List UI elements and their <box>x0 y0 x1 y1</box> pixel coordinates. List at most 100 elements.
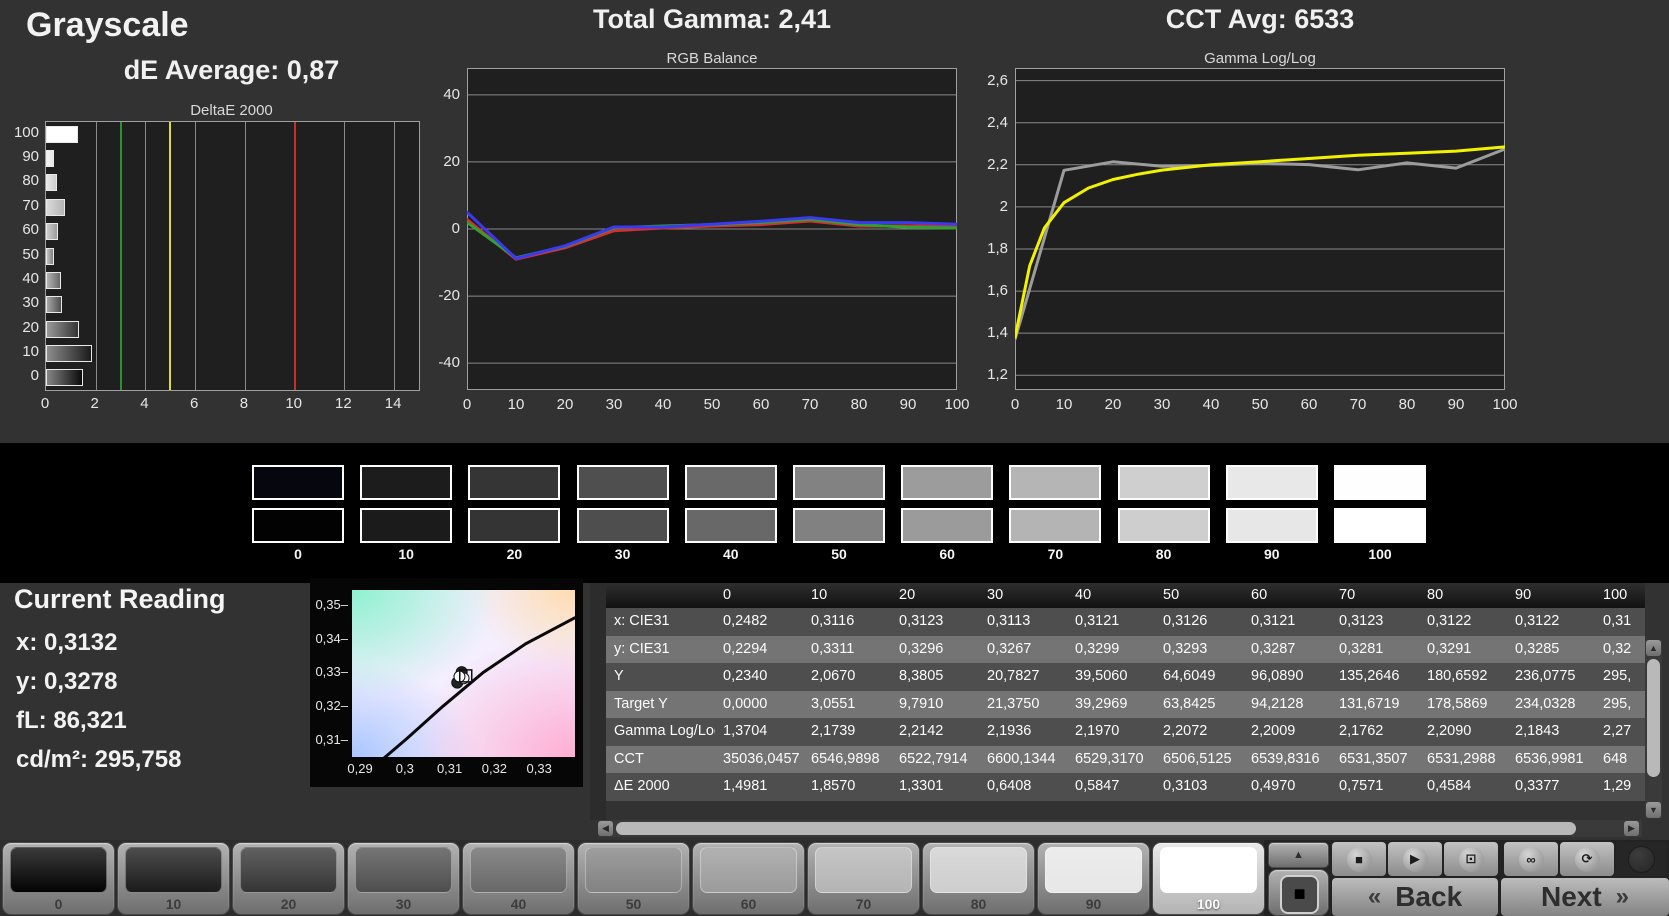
pattern-swatch <box>1045 847 1142 893</box>
deltae-bar <box>46 247 54 265</box>
x-tick-label: 50 <box>703 396 721 413</box>
pattern-button-50[interactable]: 50 <box>577 842 690 915</box>
table-cell: 0,3377 <box>1515 778 1560 794</box>
target-patch-30 <box>576 508 669 543</box>
target-patch-70 <box>1009 508 1102 543</box>
stop-button[interactable]: ■ <box>1332 842 1386 876</box>
horizontal-scroll-thumb[interactable] <box>616 822 1576 835</box>
deltae-category-label: 30 <box>22 294 39 312</box>
gridline <box>344 122 346 390</box>
table-cell: 1,8570 <box>811 778 856 794</box>
pattern-button-100[interactable]: 100 <box>1152 842 1265 915</box>
deltae-category-label: 100 <box>13 123 39 141</box>
pattern-button-0[interactable]: 0 <box>2 842 115 915</box>
reading-cdm2-value: cd/m²: 295,758 <box>16 746 182 773</box>
y-tick-label: 1,4 <box>987 324 1008 342</box>
actual-patch-30 <box>576 465 669 500</box>
continuous-icon: ∞ <box>1518 846 1544 872</box>
y-tick-label: -40 <box>438 354 460 372</box>
frame-step-button[interactable]: ⊡ <box>1444 842 1498 876</box>
pattern-control-strip: ▲ ■ « Back Next » 0 10 20 30 40 50 60 70 80 90 100… <box>0 840 1669 916</box>
table-cell: 0,3126 <box>1163 613 1208 629</box>
pattern-button-40[interactable]: 40 <box>462 842 575 915</box>
pattern-button-60[interactable]: 60 <box>692 842 805 915</box>
table-cell: 6600,1344 <box>987 750 1056 767</box>
x-tick-label: 0 <box>462 396 472 413</box>
x-tick-label: 90 <box>899 396 917 413</box>
record-button[interactable] <box>1616 842 1667 876</box>
table-header-cell: 10 <box>811 587 828 603</box>
table-cell: 0,3293 <box>1163 640 1208 657</box>
pattern-button-90[interactable]: 90 <box>1037 842 1150 915</box>
table-cell: 0,3287 <box>1251 640 1296 657</box>
scroll-left-icon[interactable]: ◀ <box>598 821 613 836</box>
patch-level-label: 30 <box>614 546 631 562</box>
cct-avg-readout: CCT Avg: 6533 <box>1165 4 1355 34</box>
vertical-scroll-thumb[interactable] <box>1647 659 1660 777</box>
table-header-cell: 0 <box>723 587 732 603</box>
scroll-right-icon[interactable]: ▶ <box>1624 821 1639 836</box>
pattern-button-80[interactable]: 80 <box>922 842 1035 915</box>
table-cell: 94,2128 <box>1251 695 1304 712</box>
deltae-category-label: 40 <box>22 269 39 287</box>
deltae-chart-title: DeltaE 2000 <box>190 102 273 119</box>
deltae-bar <box>46 320 80 338</box>
table-row-label: y: CIE31 <box>614 640 670 657</box>
back-button[interactable]: « Back <box>1332 878 1498 916</box>
pattern-button-30[interactable]: 30 <box>347 842 460 915</box>
table-cell: 648 <box>1603 750 1628 767</box>
table-horizontal-scrollbar[interactable]: ◀ ▶ <box>598 820 1642 837</box>
pattern-swatch <box>1160 847 1257 893</box>
table-cell: 234,0328 <box>1515 695 1576 712</box>
refresh-button[interactable]: ⟳ <box>1560 842 1614 876</box>
table-cell: 1,3301 <box>899 778 944 794</box>
reference-line-good-threshold <box>119 122 122 390</box>
pattern-window-button[interactable]: ■ <box>1268 869 1329 916</box>
play-button[interactable]: ▶ <box>1388 842 1442 876</box>
table-header-cell: 50 <box>1163 587 1180 603</box>
table-cell: 8,3805 <box>899 668 944 684</box>
table-cell: 6522,7914 <box>899 750 968 767</box>
scroll-up-icon[interactable]: ▲ <box>1646 640 1661 656</box>
pattern-button-label: 70 <box>855 896 872 912</box>
reading-x-value: x: 0,3132 <box>16 629 118 656</box>
table-row: Gamma Log/Log 1,3704 2,1739 2,2142 2,1936 2,1… <box>606 718 1645 746</box>
actual-patch-40 <box>684 465 777 500</box>
table-cell: 3,0551 <box>811 695 856 712</box>
table-cell: 2,2009 <box>1251 723 1296 739</box>
table-row: ΔE 2000 1,4981 1,8570 1,3301 0,6408 0,5847 0,3… <box>606 773 1645 801</box>
refresh-icon: ⟳ <box>1574 846 1600 872</box>
table-cell: 0,3122 <box>1427 613 1472 629</box>
table-cell: 96,0890 <box>1251 668 1304 684</box>
scroll-down-icon[interactable]: ▼ <box>1646 802 1661 818</box>
table-vertical-scrollbar[interactable]: ▲ ▼ <box>1645 640 1662 818</box>
deltae-bar <box>46 125 79 143</box>
deltae-bar <box>46 174 58 192</box>
pattern-button-20[interactable]: 20 <box>232 842 345 915</box>
stop-icon: ■ <box>1346 846 1372 872</box>
reading-y-value: y: 0,3278 <box>16 668 118 695</box>
patch-level-label: 10 <box>398 546 414 562</box>
gridline <box>244 122 246 390</box>
rgb-balance-plot <box>467 68 957 390</box>
continuous-button[interactable]: ∞ <box>1504 842 1558 876</box>
patch-level-label: 20 <box>506 546 523 562</box>
table-row: Y 0,2340 2,0670 8,3805 20,7827 39,5060 64,6049… <box>606 663 1645 691</box>
table-cell: 6529,3170 <box>1075 750 1144 767</box>
table-cell: 295, <box>1603 668 1632 684</box>
pattern-up-button[interactable]: ▲ <box>1268 842 1329 868</box>
y-tick-label: 2,6 <box>987 71 1008 89</box>
pattern-button-10[interactable]: 10 <box>117 842 230 915</box>
pattern-button-70[interactable]: 70 <box>807 842 920 915</box>
gamma-chart-title: Gamma Log/Log <box>1204 50 1316 67</box>
table-cell: 0,6408 <box>987 778 1032 794</box>
pattern-button-label: 60 <box>740 896 757 912</box>
table-cell: 0,3103 <box>1163 778 1208 794</box>
cie-x-tick: 0,32 <box>481 761 508 776</box>
next-button[interactable]: Next » <box>1501 878 1669 916</box>
x-tick-label: 70 <box>801 396 819 413</box>
table-header-cell: 40 <box>1075 587 1092 603</box>
cie-y-tick: 0,33– <box>315 664 348 680</box>
table-cell: 6539,8316 <box>1251 750 1320 767</box>
target-patch-60 <box>901 508 994 543</box>
